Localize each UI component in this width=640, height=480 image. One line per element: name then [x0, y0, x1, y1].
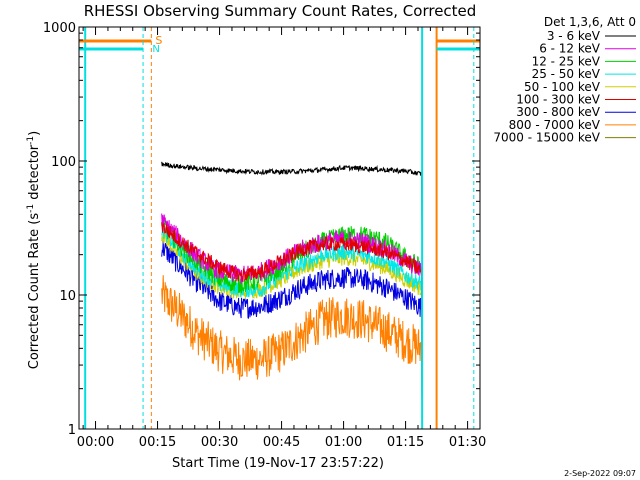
series-line-8 [161, 275, 423, 430]
legend-label: 800 - 7000 keV [509, 118, 601, 132]
legend-label: 12 - 25 keV [532, 54, 601, 68]
series-line-6 [161, 222, 423, 430]
flag-layer: SN [79, 27, 480, 429]
x-tick-label: 00:45 [263, 435, 300, 450]
axis-layer: 1000 100 10 100:00 00:15 00:30 00:45 01:00 01:15… [43, 21, 486, 450]
saa-flag-label: S [155, 34, 162, 47]
x-tick-label: 00:15 [139, 435, 176, 450]
x-tick-label: 01:30 [449, 435, 486, 450]
plot-frame [78, 26, 481, 430]
series-line-7 [161, 240, 423, 430]
series-line-3 [161, 217, 423, 430]
legend-label: 300 - 800 keV [516, 105, 600, 119]
x-tick-label: 01:00 [325, 435, 362, 450]
y-tick-label: 10 [59, 289, 76, 304]
legend-label: 100 - 300 keV [516, 93, 600, 107]
footer-date: 2-Sep-2022 09:07 [564, 469, 636, 478]
legend-label: 7000 - 15000 keV [493, 131, 600, 145]
x-tick-label: 01:15 [387, 435, 424, 450]
y-tick-label: 100 [51, 155, 76, 170]
x-axis-label: Start Time (19-Nov-17 23:57:22) [172, 456, 384, 471]
night-flag-label: N [152, 44, 159, 55]
legend-label: 3 - 6 keV [547, 29, 601, 43]
series-line-1 [161, 161, 423, 250]
chart-title: RHESSI Observing Summary Count Rates, Co… [84, 2, 477, 20]
legend-label: 6 - 12 keV [539, 42, 601, 56]
legend-label: 25 - 50 keV [532, 67, 601, 81]
legend-label: 50 - 100 keV [524, 80, 601, 94]
x-tick-label: 00:00 [77, 435, 114, 450]
y-axis-label: Corrected Count Rate (s-1 detector-1) [26, 131, 42, 369]
legend-title: Det 1,3,6, Att 0 [544, 15, 636, 29]
y-tick-label: 1000 [43, 21, 76, 36]
y-tick-label: 1 [68, 423, 76, 438]
series-layer [161, 161, 423, 430]
x-tick-label: 00:30 [201, 435, 238, 450]
